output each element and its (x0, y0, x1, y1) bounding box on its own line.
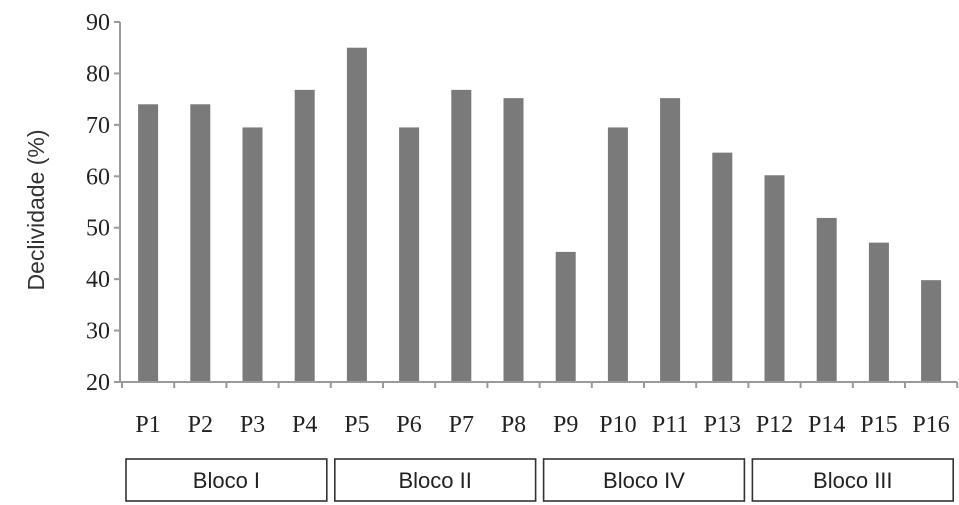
bar-p15 (868, 242, 889, 382)
group-box (125, 458, 328, 502)
group-box (751, 458, 955, 502)
bar-p7 (451, 89, 472, 382)
x-tick-label: P3 (240, 412, 265, 438)
x-tick-label: P7 (449, 412, 474, 438)
group-box (542, 458, 746, 502)
bar-p9 (555, 251, 576, 382)
bar-p10 (607, 127, 628, 382)
bar-p1 (138, 104, 159, 383)
x-tick-label: P9 (553, 412, 578, 438)
group-label: Bloco I (193, 468, 260, 493)
group-label: Bloco III (813, 468, 892, 493)
group-box (333, 458, 537, 502)
bar-p5 (346, 47, 367, 382)
bar-p6 (399, 127, 420, 382)
x-tick-label: P14 (808, 412, 845, 438)
bar-p4 (294, 89, 315, 382)
bars (138, 47, 942, 383)
x-tick-label: P4 (292, 412, 317, 438)
x-tick-label: P15 (860, 412, 897, 438)
x-tick-label: P16 (912, 412, 949, 438)
bar-p3 (242, 127, 263, 382)
x-tick-label: P10 (599, 412, 636, 438)
bar-p14 (816, 217, 837, 382)
bar-p8 (503, 98, 524, 382)
group-label: Bloco II (399, 468, 472, 493)
x-tick-label: P11 (652, 412, 688, 438)
x-tick-label: P5 (344, 412, 369, 438)
y-axis: 20 30 40 50 60 70 80 90 (86, 10, 121, 396)
x-tick-label: P2 (188, 412, 213, 438)
y-tick-label: 70 (86, 113, 110, 139)
x-tick-label: P8 (501, 412, 526, 438)
x-axis: P1 P2 P3 P4 P5 P6 P7 P8 P9 P10 P11 P13 P12 P14 P15 P16 (120, 381, 959, 438)
group-label: Bloco IV (603, 468, 685, 493)
bar-p2 (190, 104, 211, 383)
y-tick-label: 50 (86, 216, 110, 242)
y-tick-label: 40 (86, 267, 110, 293)
x-tick-label: P13 (704, 412, 741, 438)
x-tick-label: P1 (135, 412, 160, 438)
y-axis-label: Declividade (%) (23, 129, 49, 290)
y-tick-label: 90 (86, 10, 110, 36)
y-tick-label: 80 (86, 61, 110, 87)
group-boxes: Bloco I Bloco II Bloco IV Bloco III (125, 458, 955, 502)
x-tick-label: P6 (396, 412, 421, 438)
bar-p11 (660, 98, 681, 382)
bar-p16 (921, 280, 942, 382)
bar-p13 (712, 152, 733, 382)
bar-p12 (764, 175, 785, 382)
y-tick-label: 30 (86, 319, 110, 345)
y-tick-label: 20 (86, 370, 110, 396)
x-tick-label: P12 (756, 412, 793, 438)
y-tick-label: 60 (86, 164, 110, 190)
